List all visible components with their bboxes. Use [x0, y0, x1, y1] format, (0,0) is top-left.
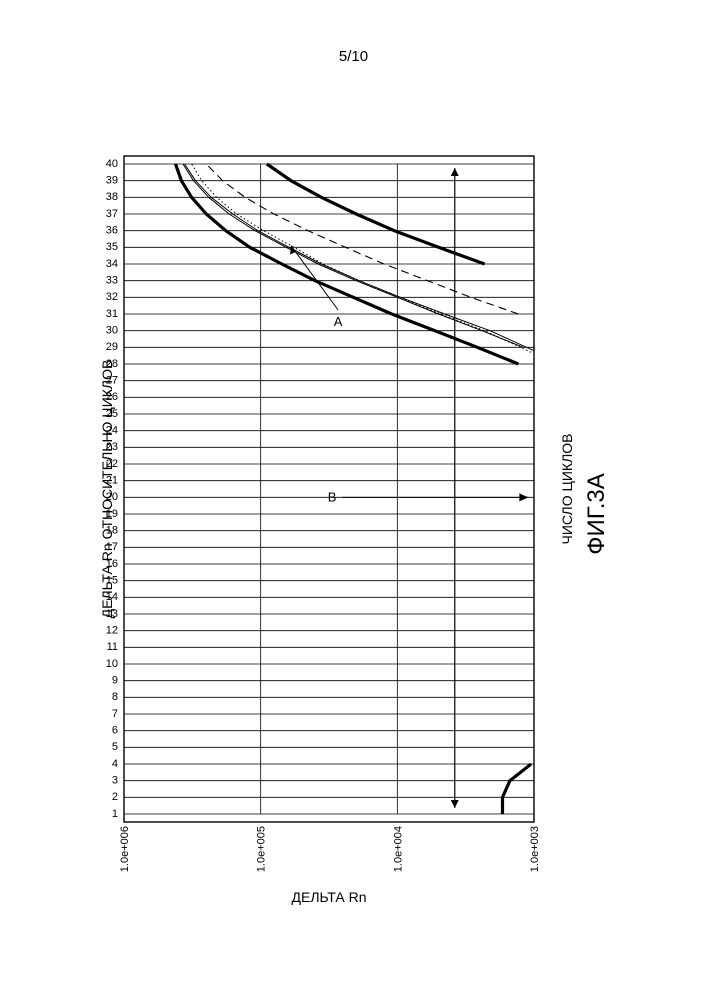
x-tick-label: 1 — [112, 808, 118, 820]
y-tick-label: 1.0e+006 — [119, 826, 131, 872]
x-tick-label: 6 — [112, 725, 118, 737]
x-tick-label: 40 — [106, 158, 118, 170]
y-tick-label: 1.0e+004 — [392, 826, 404, 872]
annotation-b-label: B — [328, 489, 337, 504]
x-axis-label: ЧИСЛО ЦИКЛОВ — [559, 434, 575, 545]
x-tick-label: 7 — [112, 708, 118, 720]
y-axis-label: ДЕЛЬТА Rn — [291, 889, 366, 905]
figure-label: ФИГ.3А — [583, 473, 610, 555]
x-tick-label: 33 — [106, 275, 118, 287]
series-line-5 — [192, 164, 531, 352]
annotation-a-arrow — [291, 246, 338, 310]
x-tick-label: 29 — [106, 341, 118, 353]
x-tick-label: 5 — [112, 741, 118, 753]
x-tick-label: 8 — [112, 691, 118, 703]
annotation-a-label: A — [334, 314, 343, 329]
y-tick-labels: 1.0e+006 1.0e+005 1.0e+004 1.0e+003 — [119, 826, 541, 872]
x-tick-label: 12 — [106, 625, 118, 637]
x-tick-label: 10 — [106, 658, 118, 670]
x-tick-label: 30 — [106, 325, 118, 337]
x-tick-label: 3 — [112, 775, 118, 787]
annotation-b-arrowhead — [519, 493, 528, 501]
x-tick-label: 35 — [106, 241, 118, 253]
series-line-1 — [503, 764, 532, 814]
x-tick-label: 4 — [112, 758, 118, 770]
x-tick-label: 38 — [106, 191, 118, 203]
x-tick-label: 36 — [106, 225, 118, 237]
x-tick-label: 31 — [106, 308, 118, 320]
series-group — [176, 164, 535, 814]
x-tick-label: 34 — [106, 258, 118, 270]
x-tick-label: 32 — [106, 291, 118, 303]
x-tick-label: 2 — [112, 791, 118, 803]
y-tick-label: 1.0e+005 — [256, 826, 268, 872]
series-line-4 — [185, 164, 534, 351]
y-tick-label: 1.0e+003 — [529, 826, 541, 872]
threshold-arrow-start — [451, 800, 459, 808]
x-tick-label: 11 — [107, 641, 118, 653]
chart-title: ДЕЛЬТА Rn ОТНОСИТЕЛЬНО ЦИКЛОВ — [99, 360, 115, 619]
series-line-3 — [183, 164, 523, 347]
series-line-6 — [206, 164, 518, 314]
x-tick-label: 37 — [106, 208, 118, 220]
threshold-arrow-end — [451, 168, 459, 176]
x-tick-label: 9 — [112, 675, 118, 687]
x-tick-label: 39 — [106, 175, 118, 187]
